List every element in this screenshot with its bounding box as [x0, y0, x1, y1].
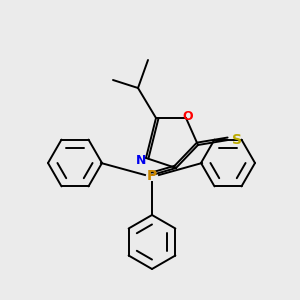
Text: S: S — [232, 133, 242, 147]
Text: N: N — [136, 154, 146, 166]
Text: O: O — [183, 110, 193, 124]
Text: P: P — [147, 169, 157, 183]
